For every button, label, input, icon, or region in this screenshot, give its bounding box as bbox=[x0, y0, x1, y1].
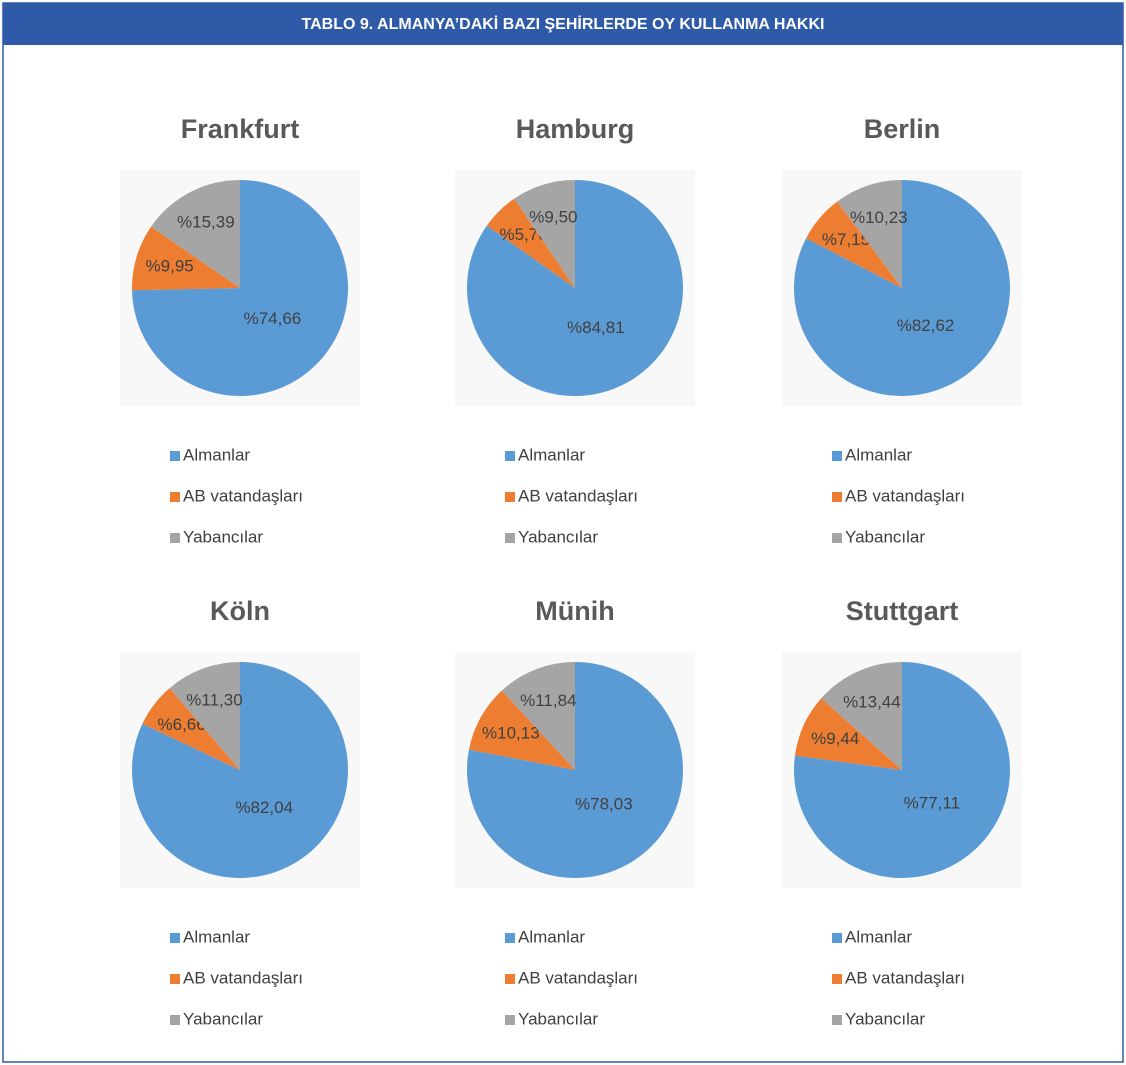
legend-swatch bbox=[832, 974, 842, 984]
chart-title: Stuttgart bbox=[846, 596, 958, 626]
legend-swatch bbox=[170, 1015, 180, 1025]
data-label: %9,95 bbox=[146, 256, 194, 275]
chart-title: Berlin bbox=[864, 114, 941, 144]
data-label: %74,66 bbox=[244, 309, 302, 328]
legend-label: Almanlar bbox=[183, 927, 250, 946]
data-label: %84,81 bbox=[567, 318, 625, 337]
data-label: %78,03 bbox=[575, 794, 633, 813]
header-title: TABLO 9. ALMANYA’DAKİ BAZI ŞEHİRLERDE OY… bbox=[302, 15, 825, 33]
legend-label: Yabancılar bbox=[518, 1009, 598, 1028]
data-label: %10,23 bbox=[850, 208, 908, 227]
legend-swatch bbox=[505, 492, 515, 502]
legend-label: AB vatandaşları bbox=[518, 486, 638, 505]
pie-slice bbox=[806, 201, 902, 288]
data-label: %13,44 bbox=[843, 692, 901, 711]
data-label: %82,62 bbox=[897, 316, 955, 335]
legend-label: Yabancılar bbox=[183, 527, 263, 546]
pie-slice bbox=[837, 180, 902, 288]
legend-swatch bbox=[832, 492, 842, 502]
chart-title: Frankfurt bbox=[181, 114, 300, 144]
legend-swatch bbox=[505, 974, 515, 984]
legend-label: Almanlar bbox=[518, 927, 585, 946]
data-label: %77,11 bbox=[904, 794, 960, 813]
pie-slice bbox=[501, 662, 575, 770]
legend-label: Almanlar bbox=[845, 445, 912, 464]
legend-label: Almanlar bbox=[518, 445, 585, 464]
pie-slice bbox=[793, 180, 1010, 396]
data-label: %11,30 bbox=[186, 691, 242, 710]
legend-label: Almanlar bbox=[183, 445, 250, 464]
pie-slice bbox=[468, 690, 575, 770]
legend-label: AB vatandaşları bbox=[183, 968, 303, 987]
legend-swatch bbox=[505, 533, 515, 543]
pie-slice bbox=[794, 698, 902, 770]
legend-swatch bbox=[170, 533, 180, 543]
legend-label: Yabancılar bbox=[518, 527, 598, 546]
pie-slice bbox=[821, 662, 902, 770]
header-bar bbox=[3, 3, 1123, 45]
pie-slice bbox=[132, 180, 348, 396]
legend-label: Yabancılar bbox=[845, 1009, 925, 1028]
data-label: %9,50 bbox=[529, 207, 577, 226]
pie-slice bbox=[142, 688, 240, 770]
legend-label: AB vatandaşları bbox=[518, 968, 638, 987]
pie-slice bbox=[131, 662, 348, 879]
legend-label: AB vatandaşları bbox=[845, 486, 965, 505]
legend-swatch bbox=[505, 933, 515, 943]
legend-swatch bbox=[170, 974, 180, 984]
legend-label: Yabancılar bbox=[845, 527, 925, 546]
legend-label: AB vatandaşları bbox=[183, 486, 303, 505]
data-label: %10,13 bbox=[482, 724, 540, 743]
legend-label: Almanlar bbox=[845, 927, 912, 946]
pie-slice bbox=[169, 662, 240, 770]
chart-title: Köln bbox=[210, 596, 270, 626]
data-label: %6,66 bbox=[158, 715, 206, 734]
legend-swatch bbox=[832, 1015, 842, 1025]
data-label: %7,15 bbox=[822, 230, 870, 249]
legend-swatch bbox=[505, 451, 515, 461]
legend-swatch bbox=[832, 451, 842, 461]
data-label: %15,39 bbox=[177, 212, 235, 231]
data-label: %11,84 bbox=[520, 691, 576, 710]
pie-slice bbox=[151, 180, 240, 288]
legend-swatch bbox=[832, 933, 842, 943]
legend-swatch bbox=[832, 533, 842, 543]
legend-swatch bbox=[170, 451, 180, 461]
legend-swatch bbox=[505, 1015, 515, 1025]
legend-label: Yabancılar bbox=[183, 1009, 263, 1028]
chart-title: Münih bbox=[535, 596, 614, 626]
legend-swatch bbox=[170, 492, 180, 502]
data-label: %9,44 bbox=[811, 729, 859, 748]
pie-slice bbox=[486, 198, 575, 288]
data-label: %82,04 bbox=[235, 798, 293, 817]
pie-slice bbox=[132, 226, 240, 291]
legend-swatch bbox=[170, 933, 180, 943]
chart-title: Hamburg bbox=[516, 114, 635, 144]
pie-slice bbox=[514, 180, 575, 288]
legend-label: AB vatandaşları bbox=[845, 968, 965, 987]
